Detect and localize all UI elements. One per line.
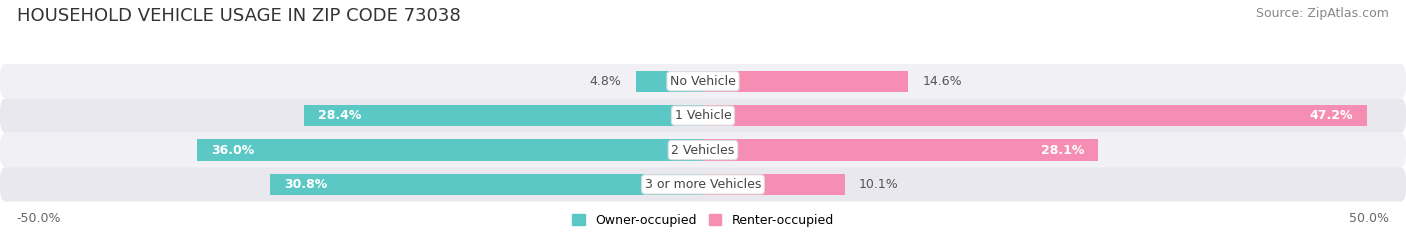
Bar [703,139,1098,161]
Text: 4.8%: 4.8% [589,75,621,88]
Text: 1 Vehicle: 1 Vehicle [675,109,731,122]
Legend: Owner-occupied, Renter-occupied: Owner-occupied, Renter-occupied [572,214,834,227]
Bar [703,71,908,92]
Text: 28.1%: 28.1% [1040,144,1084,157]
FancyBboxPatch shape [0,133,1406,167]
FancyBboxPatch shape [0,167,1406,202]
Text: 50.0%: 50.0% [1350,212,1389,225]
Text: 30.8%: 30.8% [284,178,328,191]
Text: 28.4%: 28.4% [318,109,361,122]
Text: HOUSEHOLD VEHICLE USAGE IN ZIP CODE 73038: HOUSEHOLD VEHICLE USAGE IN ZIP CODE 7303… [17,7,461,25]
Text: 47.2%: 47.2% [1309,109,1353,122]
Bar [270,174,703,195]
Bar [197,139,703,161]
Text: 14.6%: 14.6% [922,75,962,88]
Bar [703,105,1367,126]
Bar [636,71,703,92]
Text: 2 Vehicles: 2 Vehicles [672,144,734,157]
Bar [304,105,703,126]
FancyBboxPatch shape [0,64,1406,98]
Text: No Vehicle: No Vehicle [671,75,735,88]
Text: 3 or more Vehicles: 3 or more Vehicles [645,178,761,191]
Bar [703,174,845,195]
Text: -50.0%: -50.0% [17,212,62,225]
Text: Source: ZipAtlas.com: Source: ZipAtlas.com [1256,7,1389,20]
FancyBboxPatch shape [0,98,1406,133]
Text: 10.1%: 10.1% [859,178,898,191]
Text: 36.0%: 36.0% [211,144,254,157]
